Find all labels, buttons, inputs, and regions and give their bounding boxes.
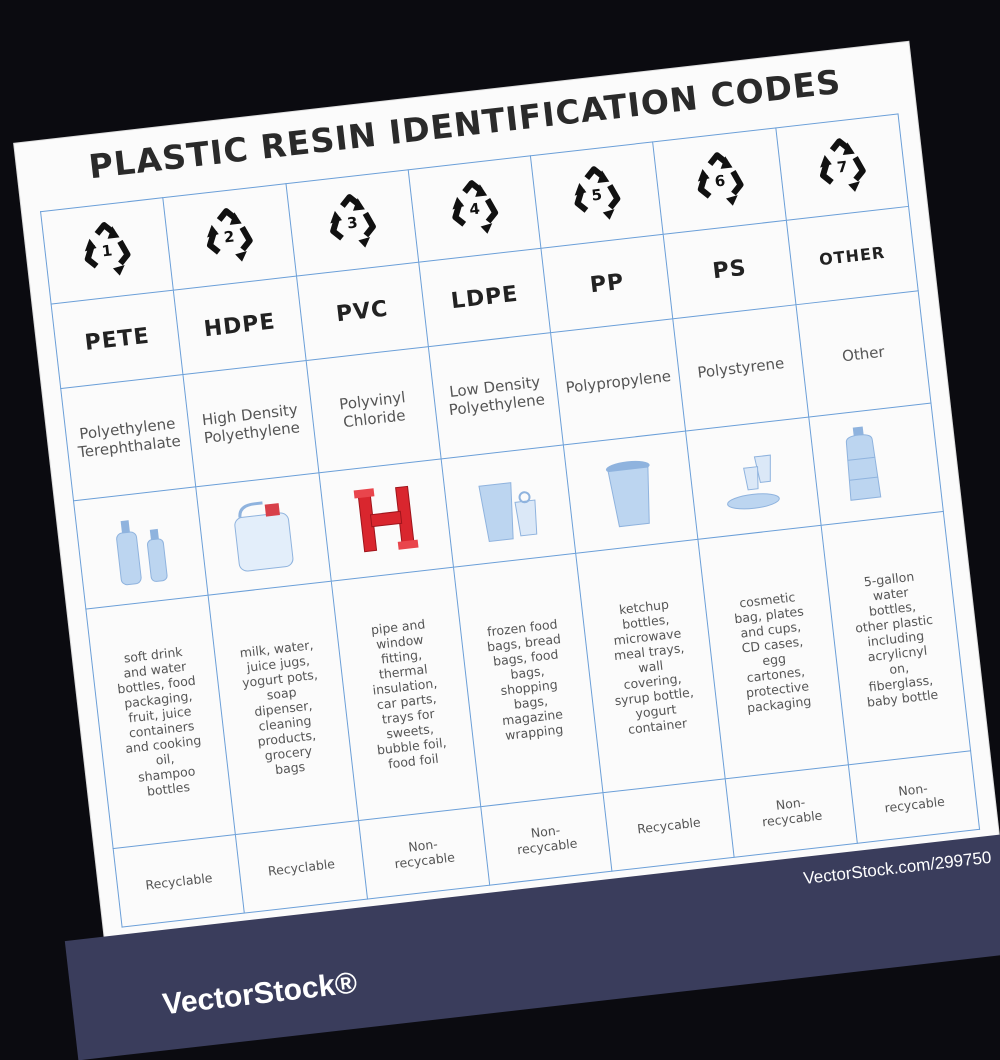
recycle-symbol-cell: 7 xyxy=(775,113,909,221)
recyclability-status: Non-recycable xyxy=(393,836,456,872)
watermark-url: VectorStock.com/299750 xyxy=(802,847,993,889)
recyclability-status: Recyclable xyxy=(144,869,214,893)
recycle-triangle-icon: 2 xyxy=(207,208,254,262)
full-name-cell: Polypropylene xyxy=(550,318,686,445)
resin-number: 1 xyxy=(101,241,113,260)
resin-number: 5 xyxy=(591,186,603,205)
uses-text: milk, water, juice jugs, yogurt pots, so… xyxy=(238,636,319,777)
recycle-triangle-icon: 7 xyxy=(819,138,866,192)
abbreviation-cell: OTHER xyxy=(786,206,919,305)
product-image-cell xyxy=(563,431,699,554)
recyclability-cell: Non-recycable xyxy=(480,792,613,886)
recycle-symbol-cell: 4 xyxy=(408,155,542,263)
recyclability-status: Non-recycable xyxy=(516,822,579,858)
abbreviation-cell: PS xyxy=(663,220,796,319)
recyclability-status: Recyclable xyxy=(267,855,336,879)
recycle-symbol-cell: 5 xyxy=(530,141,664,249)
resin-number: 3 xyxy=(346,213,358,232)
water-bottles-icon xyxy=(116,520,168,586)
recycle-symbol-cell: 6 xyxy=(653,127,787,235)
milk-jug-icon xyxy=(234,501,294,572)
recyclability-status: Non-recycable xyxy=(883,780,946,816)
abbreviation-cell: LDPE xyxy=(418,248,551,347)
abbreviation-cell: HDPE xyxy=(173,276,306,375)
uses-cell: 5-gallon water bottles, other plastic in… xyxy=(820,511,971,765)
plate-cups-icon xyxy=(726,454,780,510)
abbreviation-cell: PETE xyxy=(51,290,184,389)
recyclability-cell: Non-recycable xyxy=(725,764,858,858)
recyclability-cell: Non-recycable xyxy=(848,750,980,844)
full-name-cell: High Density Polyethylene xyxy=(183,360,319,487)
uses-text: cosmetic bag, plates and cups, CD cases,… xyxy=(733,589,812,716)
uses-text: ketchup bottles, microwave meal trays, w… xyxy=(612,596,695,737)
recyclability-cell: Recycable xyxy=(603,778,735,872)
recyclability-status: Non-recycable xyxy=(761,794,824,830)
uses-text: pipe and window fitting, thermal insulat… xyxy=(370,616,448,772)
product-image-row xyxy=(73,403,944,610)
resin-codes-table: 1 2 3 4 5 6 7 PETE HDPE PVC LDPE PP PS OTHER Polyeth… xyxy=(40,113,980,928)
uses-text: 5-gallon water bottles, other plastic in… xyxy=(854,568,939,710)
recyclability-status: Recycable xyxy=(636,813,702,837)
recyclability-cell: Recyclable xyxy=(235,820,368,914)
recycle-symbol-cell: 2 xyxy=(163,183,297,291)
recycle-triangle-icon: 3 xyxy=(329,194,376,248)
product-image-cell xyxy=(73,486,209,610)
full-name-cell: Polyethylene Terephthalate xyxy=(60,374,197,501)
plastic-bag-icon xyxy=(478,482,538,543)
product-image-cell xyxy=(440,444,576,568)
product-image-cell xyxy=(318,458,454,582)
recycle-triangle-icon: 1 xyxy=(84,222,131,276)
watermark-logo: VectorStock® xyxy=(160,966,359,1022)
product-image-cell xyxy=(196,472,331,596)
recycle-triangle-icon: 6 xyxy=(697,152,744,206)
full-name-cell: Polystyrene xyxy=(673,304,809,432)
container-cup-icon xyxy=(606,460,651,528)
recyclability-cell: Recyclable xyxy=(113,834,245,928)
full-name-cell: Low Density Polyethylene xyxy=(428,332,564,459)
recycle-symbol-cell: 1 xyxy=(40,197,174,305)
product-image-cell xyxy=(808,403,944,526)
recycle-triangle-icon: 4 xyxy=(452,180,499,234)
abbreviation-cell: PVC xyxy=(296,262,429,361)
red-pipe-fitting-icon xyxy=(353,485,419,553)
full-name-cell: Polyvinyl Chloride xyxy=(305,346,441,473)
resin-number: 6 xyxy=(713,172,725,191)
uses-text: frozen food bags, bread bags, food bags,… xyxy=(486,616,564,743)
resin-number: 4 xyxy=(468,199,480,218)
recycle-symbol-cell: 3 xyxy=(285,169,419,277)
resin-number: 7 xyxy=(836,158,848,177)
water-jug-icon xyxy=(845,426,882,501)
recycle-triangle-icon: 5 xyxy=(574,166,621,220)
abbreviation-cell: PP xyxy=(541,234,674,333)
resin-number: 2 xyxy=(223,227,235,246)
full-name-cell: Other xyxy=(795,290,931,418)
recycle-symbol-row: 1 2 3 4 5 6 7 xyxy=(40,113,909,305)
recyclability-cell: Non-recycable xyxy=(358,806,490,900)
uses-text: soft drink and water bottles, food packa… xyxy=(116,643,203,799)
product-image-cell xyxy=(685,417,821,540)
